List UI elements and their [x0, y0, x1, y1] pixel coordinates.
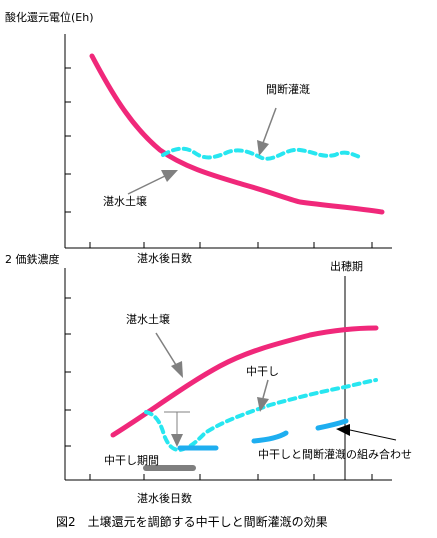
- midseason-label: 中干し: [246, 365, 279, 378]
- top-intermittent-label: 間断灌漑: [266, 83, 310, 96]
- bottom-flooded-curve: [110, 325, 379, 438]
- bottom-y-ticks: [65, 297, 71, 447]
- top-x-axis-label: 湛水後日数: [137, 252, 192, 265]
- top-flooded-curve: [89, 53, 385, 215]
- top-y-ticks: [65, 67, 71, 213]
- pointer-bottom-flooded: [155, 332, 183, 378]
- heading-label: 出穂期: [330, 260, 363, 273]
- pointer-midseason: [257, 379, 269, 412]
- bottom-midseason-curve: [144, 378, 378, 453]
- figure-caption: 図2 土壌還元を調節する中干しと間断灌漑の効果: [56, 515, 328, 529]
- midseason-period-label: 中干し期間: [104, 454, 159, 467]
- pointer-combined: [336, 424, 397, 441]
- bottom-flooded-label: 湛水土壌: [126, 313, 170, 326]
- top-pointer-flooded: [127, 170, 178, 195]
- top-x-ticks: [89, 242, 373, 248]
- combined-segment-3: [315, 418, 349, 431]
- top-pointer-intermittent: [257, 107, 277, 156]
- combined-segments: [177, 418, 349, 451]
- midseason-interval-arrowhead: [171, 434, 183, 447]
- bottom-x-ticks: [89, 474, 373, 480]
- top-flooded-label: 湛水土壌: [103, 195, 147, 208]
- top-intermittent-curve: [161, 146, 364, 161]
- bottom-y-axis-label: 2 価鉄濃度: [5, 253, 60, 266]
- bottom-x-axis-label: 湛水後日数: [137, 492, 192, 505]
- combined-label: 中干しと間断灌漑の組み合わせ: [258, 448, 412, 461]
- top-chart: [64, 34, 392, 249]
- top-y-axis-label: 酸化還元電位(Eh): [5, 11, 94, 24]
- combined-segment-2: [251, 430, 289, 444]
- bottom-chart: [64, 268, 397, 481]
